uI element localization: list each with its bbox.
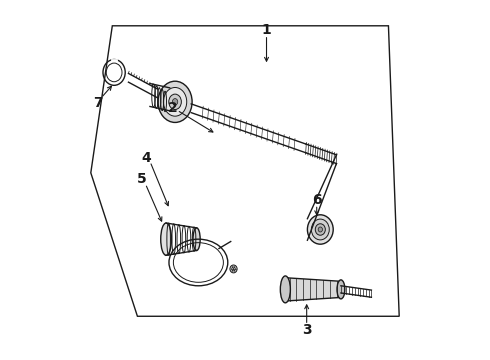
- Text: 3: 3: [302, 323, 312, 337]
- Ellipse shape: [307, 215, 333, 244]
- Ellipse shape: [172, 99, 178, 105]
- Text: 5: 5: [137, 172, 147, 186]
- Ellipse shape: [164, 87, 187, 116]
- Ellipse shape: [311, 219, 329, 240]
- Ellipse shape: [161, 223, 171, 255]
- Text: 2: 2: [168, 101, 177, 115]
- Ellipse shape: [230, 265, 237, 273]
- Text: 7: 7: [93, 96, 103, 110]
- Ellipse shape: [169, 94, 181, 109]
- Ellipse shape: [337, 280, 345, 299]
- Ellipse shape: [193, 228, 200, 251]
- Ellipse shape: [318, 227, 322, 232]
- Ellipse shape: [158, 81, 192, 122]
- Ellipse shape: [280, 276, 291, 303]
- Text: 4: 4: [141, 151, 151, 165]
- Text: 1: 1: [262, 23, 271, 37]
- Text: 6: 6: [312, 193, 321, 207]
- Polygon shape: [285, 278, 341, 301]
- Ellipse shape: [315, 224, 325, 235]
